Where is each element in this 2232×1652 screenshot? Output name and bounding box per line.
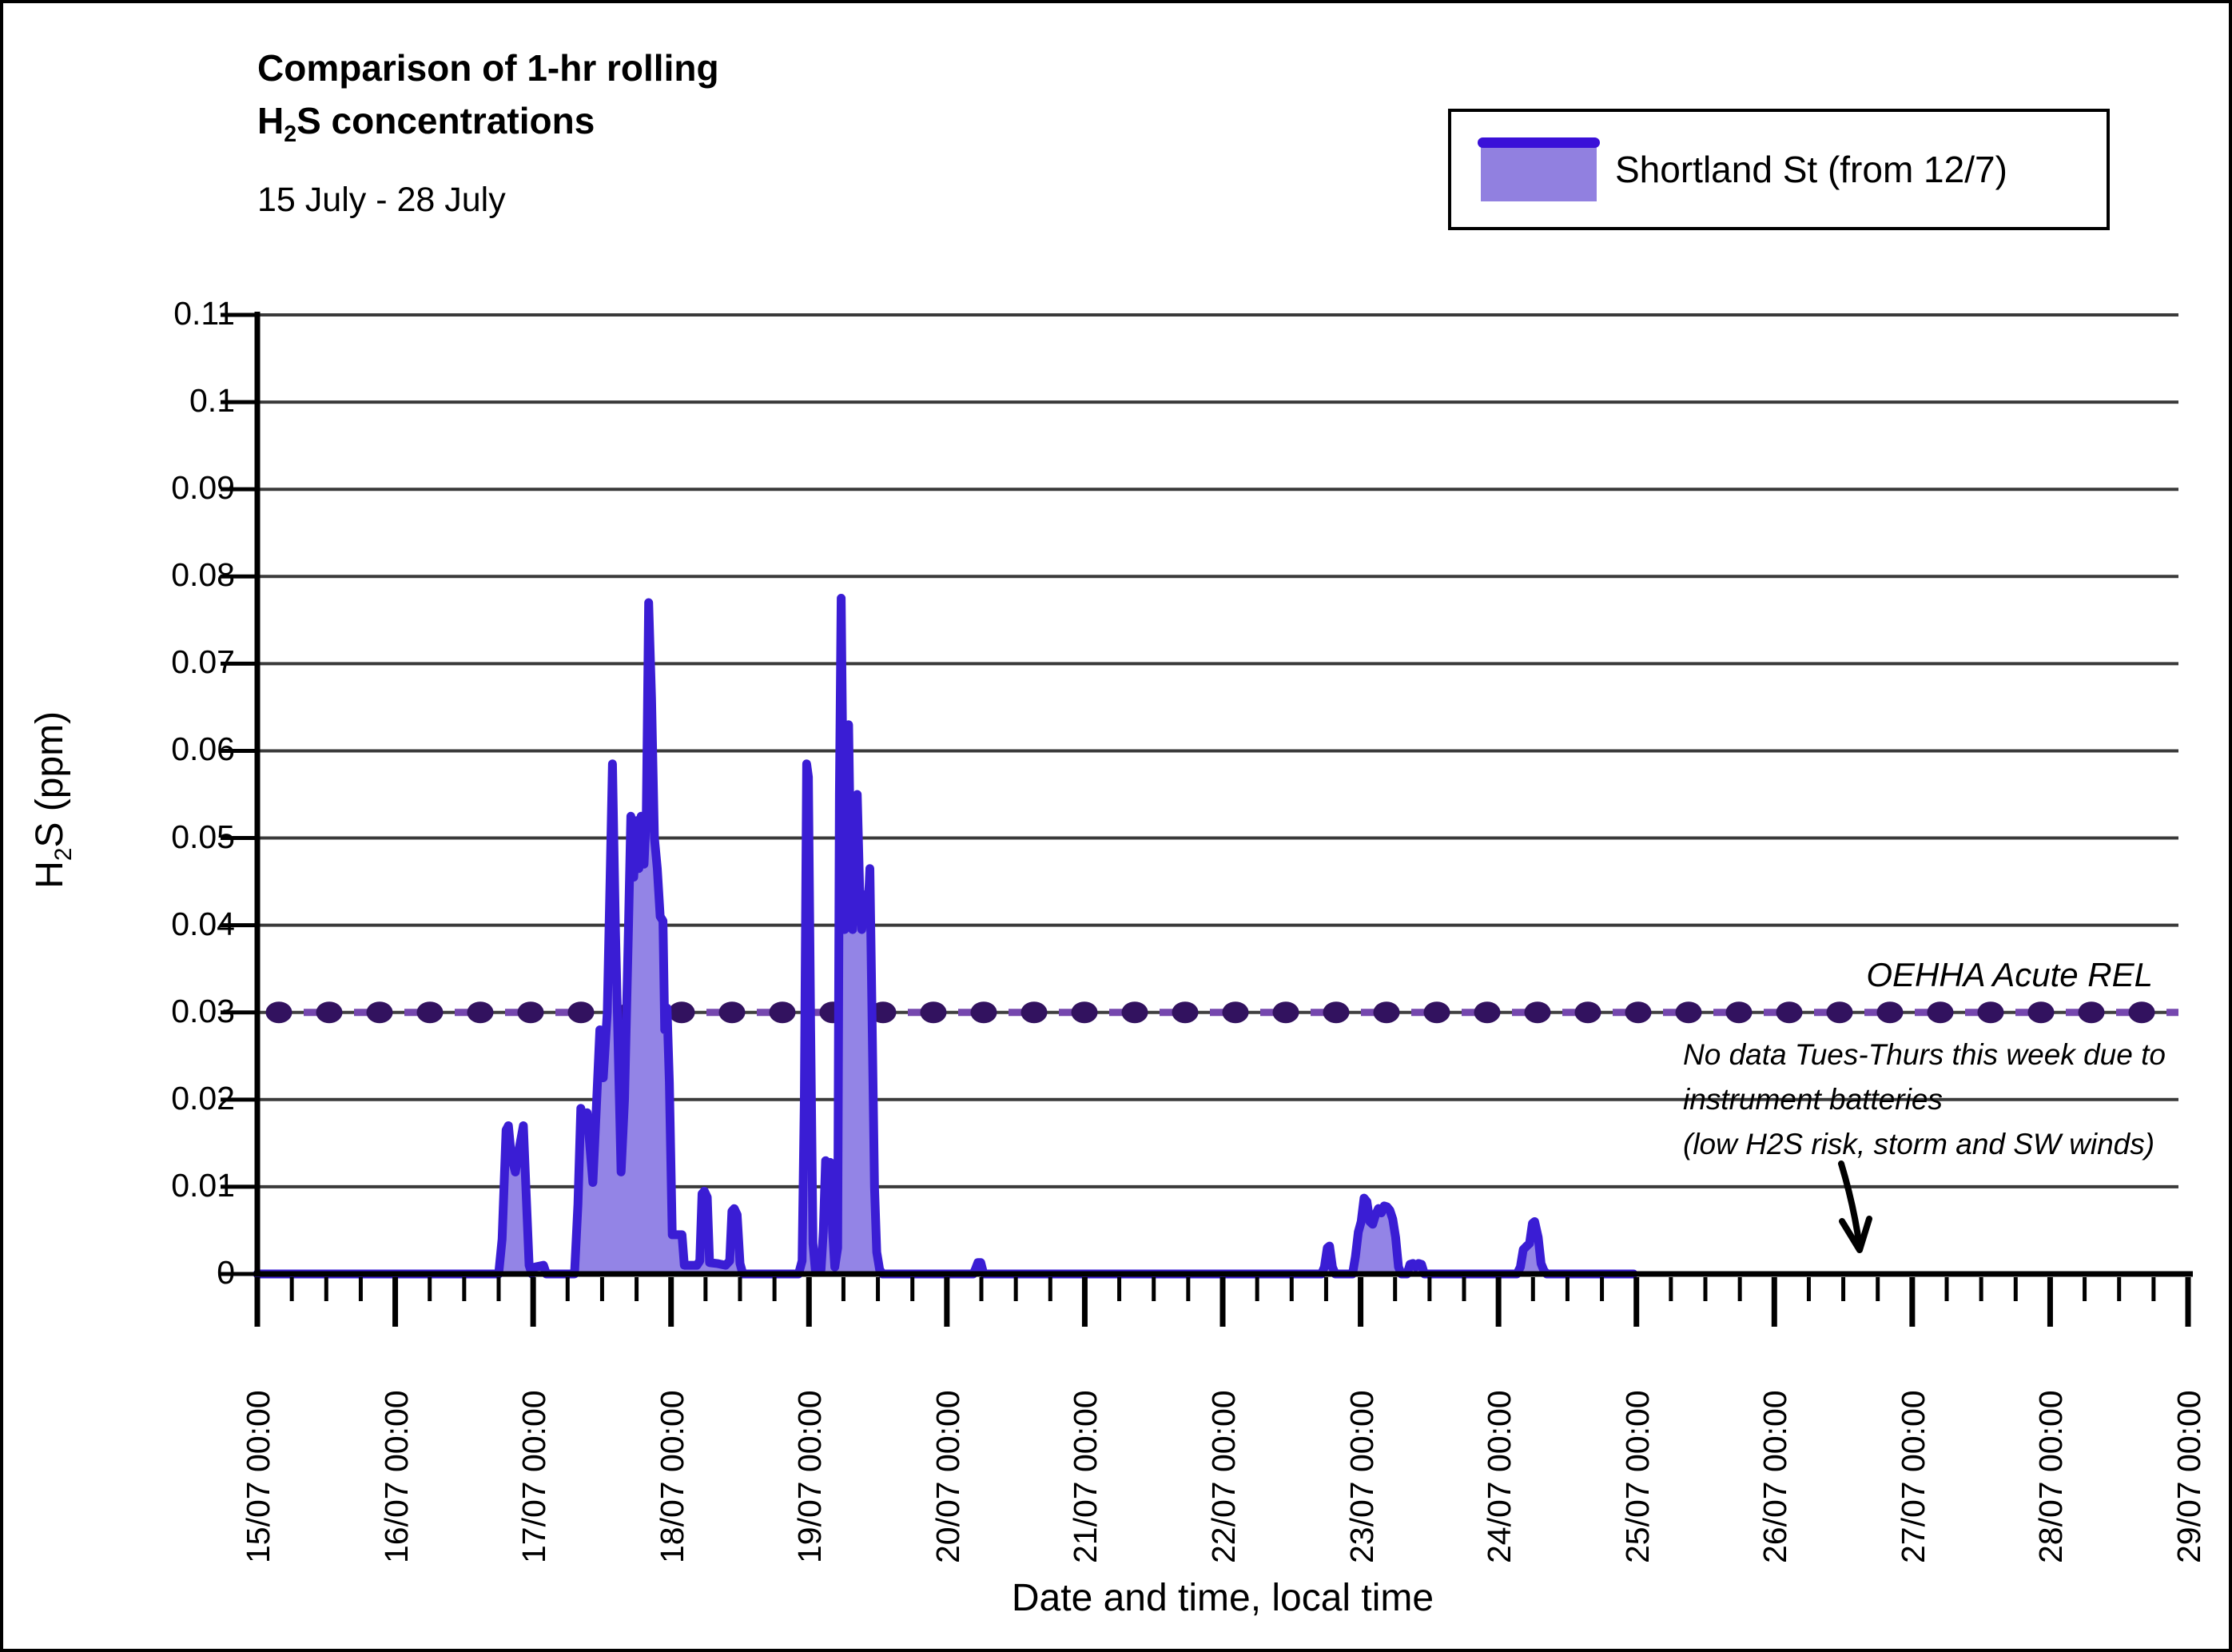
y-tick-label: 0.03 [171,992,235,1029]
x-tick-label: 25/07 00:00 [1618,1390,1656,1563]
x-tick-label: 27/07 00:00 [1894,1390,1932,1563]
chart-title: Comparison of 1-hr rolling H2S concentra… [257,42,719,161]
rel-dot [1071,1001,1098,1024]
rel-dot [517,1001,544,1024]
rel-dot [1474,1001,1501,1024]
rel-dot [1172,1001,1199,1024]
x-tick-label: 20/07 00:00 [929,1390,966,1563]
x-tick-label: 17/07 00:00 [515,1390,553,1563]
rel-dot [1574,1001,1601,1024]
rel-dot [416,1001,444,1024]
rel-dot [1423,1001,1450,1024]
x-tick-label: 21/07 00:00 [1067,1390,1104,1563]
y-tick-label: 0.1 [189,382,235,420]
rel-dot [668,1001,695,1024]
rel-dot [1876,1001,1904,1024]
y-tick-label: 0.09 [171,469,235,507]
y-tick-label: 0.02 [171,1079,235,1117]
rel-dot [1977,1001,2004,1024]
x-axis-title: Date and time, local time [1011,1577,1434,1619]
rel-dot [2027,1001,2055,1024]
reference-line-label: OEHHA Acute REL [1866,956,2153,993]
x-tick-label: 15/07 00:00 [240,1390,277,1563]
chart-title-line2: H2S concentrations [257,100,595,148]
legend-swatch-icon [1478,137,1600,201]
rel-dot [970,1001,997,1024]
y-axis-title: H2S (ppm) [29,711,77,889]
y-tick-label: 0.05 [171,818,235,855]
x-tick-label: 24/07 00:00 [1481,1390,1518,1563]
x-tick-label: 26/07 00:00 [1757,1390,1794,1563]
rel-dot [2128,1001,2155,1024]
y-tick-label: 0.08 [171,556,235,594]
annotation-arrow [1838,1160,1863,1250]
chart-subtitle: 15 July - 28 July [257,181,506,219]
rel-dot [1625,1001,1652,1024]
rel-dot [1927,1001,1954,1024]
y-tick-label: 0.01 [171,1166,235,1204]
legend-swatch-line-icon [1478,137,1600,148]
rel-dot [769,1001,796,1024]
x-tick-label: 16/07 00:00 [377,1390,415,1563]
y-tick-label: 0.07 [171,643,235,681]
rel-dot [1826,1001,1853,1024]
x-tick-label: 29/07 00:00 [2170,1390,2207,1563]
rel-dot [567,1001,595,1024]
rel-dot [1675,1001,1702,1024]
y-tick-label: 0.06 [171,730,235,768]
x-tick-label: 18/07 00:00 [653,1390,690,1563]
rel-dot [1725,1001,1753,1024]
rel-dot [366,1001,393,1024]
rel-dot [1121,1001,1148,1024]
x-tick-label: 22/07 00:00 [1205,1390,1242,1563]
rel-dot [316,1001,343,1024]
rel-dot [2078,1001,2105,1024]
annotation-arrowhead-icon [1839,1216,1872,1253]
x-tick-label: 19/07 00:00 [791,1390,829,1563]
y-tick-label: 0.11 [173,295,235,332]
rel-dot [1323,1001,1350,1024]
series-area [257,598,1634,1274]
rel-dot [920,1001,947,1024]
x-tick-label: 28/07 00:00 [2032,1390,2070,1563]
chart-title-line1: Comparison of 1-hr rolling [257,47,719,89]
series-line [253,594,1638,1279]
plot-area [221,312,2193,1327]
rel-dot [1021,1001,1048,1024]
annotation-line1: No data Tues-Thurs this week due to [1683,1038,2166,1071]
rel-dot [1373,1001,1400,1024]
rel-dot [265,1001,292,1024]
rel-dot [1776,1001,1803,1024]
annotation-line2: instrument batteries [1683,1083,1943,1116]
rel-dot [467,1001,494,1024]
no-data-annotation: No data Tues-Thurs this week due to inst… [1683,1033,2166,1167]
annotation-line3: (low H2S risk, storm and SW winds) [1683,1128,2155,1160]
x-tick-label: 23/07 00:00 [1343,1390,1380,1563]
y-tick-label: 0.04 [171,905,235,942]
rel-dot [1222,1001,1249,1024]
rel-dot [718,1001,746,1024]
y-tick-label: 0 [217,1254,235,1291]
legend-series-label: Shortland St (from 12/7) [1615,149,2007,190]
rel-dot [1524,1001,1551,1024]
rel-dot [1272,1001,1299,1024]
legend: Shortland St (from 12/7) [1448,109,2110,230]
